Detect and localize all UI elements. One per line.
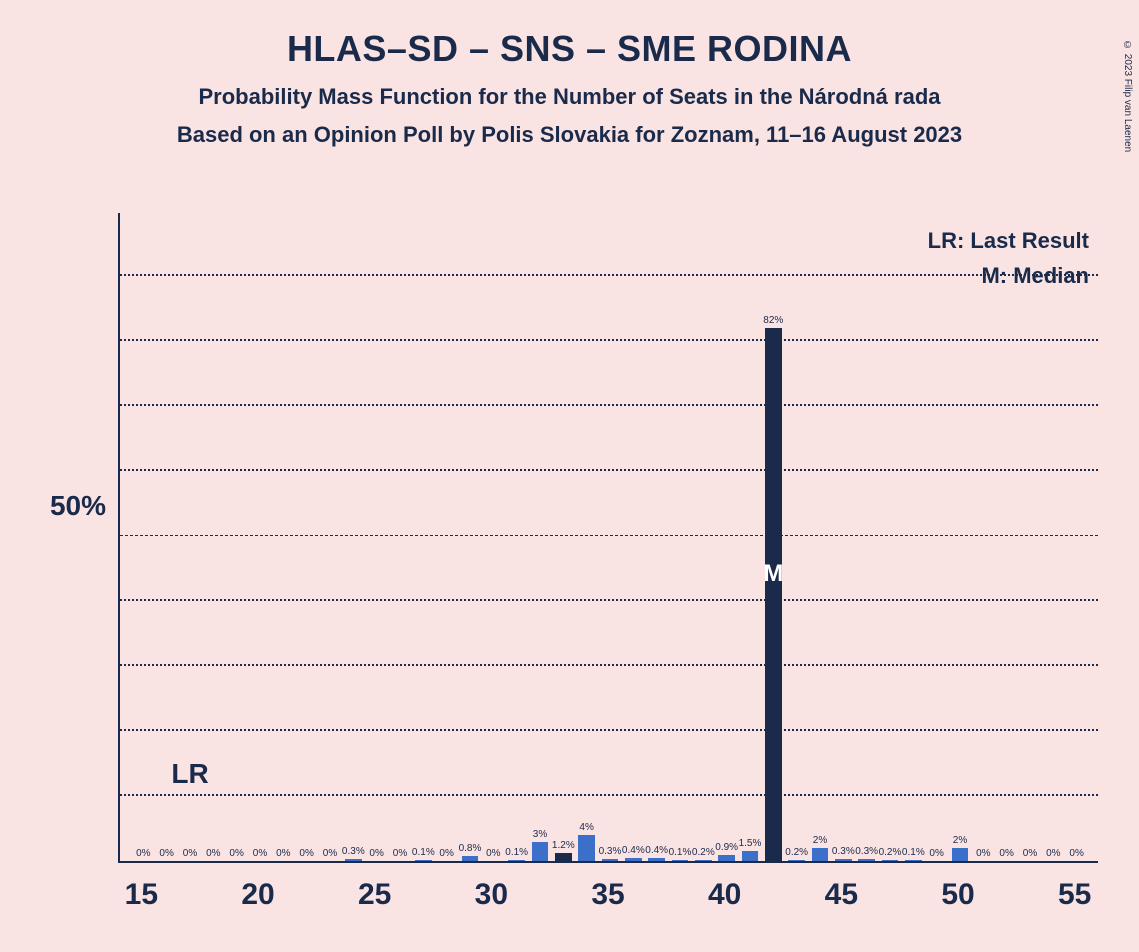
x-tick-label: 25: [358, 878, 391, 912]
x-axis-labels: 15 20 25 30 35 40 45 50 55: [118, 878, 1098, 918]
bar: 0.1%: [415, 860, 432, 861]
bar: 2%: [952, 848, 969, 861]
bar: 0.2%: [882, 860, 899, 861]
bar: 1.5%: [742, 851, 759, 861]
bar-value-label: 0.2%: [692, 847, 715, 858]
chart-title: HLAS–SD – SNS – SME RODINA: [0, 28, 1139, 70]
x-tick-label: 50: [941, 878, 974, 912]
y-axis-label: 50%: [50, 490, 106, 522]
bar: 1.2%: [555, 853, 572, 861]
bar-value-label: 2%: [813, 835, 827, 846]
x-tick-label: 20: [241, 878, 274, 912]
bar: 2%: [812, 848, 829, 861]
bar-value-label: 0.4%: [622, 845, 645, 856]
bar-value-label: 0.2%: [785, 847, 808, 858]
x-tick-label: 55: [1058, 878, 1091, 912]
bar: 0.3%: [602, 859, 619, 861]
bar-value-label: 0%: [299, 848, 313, 859]
bar-value-label: 0.8%: [459, 843, 482, 854]
x-tick-label: 45: [825, 878, 858, 912]
bar-value-label: 3%: [533, 829, 547, 840]
bar: 0.1%: [508, 860, 525, 861]
bar-value-label: 0.1%: [412, 847, 435, 858]
bar-value-label: 0%: [369, 848, 383, 859]
bar-value-label: 0.1%: [902, 847, 925, 858]
bar-value-label: 0.1%: [669, 847, 692, 858]
bar: 0.4%: [625, 858, 642, 861]
bar: 0.1%: [672, 860, 689, 861]
x-tick-label: 35: [591, 878, 624, 912]
bar: 82%: [765, 328, 782, 861]
median-marker: M: [763, 560, 783, 588]
bar-value-label: 0.3%: [599, 846, 622, 857]
bar: 4%: [578, 835, 595, 861]
x-tick-label: 40: [708, 878, 741, 912]
bar-value-label: 0.9%: [715, 842, 738, 853]
bar-value-label: 2%: [953, 835, 967, 846]
lr-marker: LR: [171, 758, 208, 790]
bar-value-label: 0.1%: [505, 847, 528, 858]
bar-value-label: 0.3%: [855, 846, 878, 857]
bar: 0.1%: [905, 860, 922, 861]
bar-value-label: 0%: [1069, 848, 1083, 859]
bar: 0.3%: [835, 859, 852, 861]
bar-value-label: 0%: [486, 848, 500, 859]
bar-value-label: 0.3%: [342, 846, 365, 857]
bar-value-label: 0%: [136, 848, 150, 859]
chart-subtitle-2: Based on an Opinion Poll by Polis Slovak…: [0, 122, 1139, 148]
x-tick-label: 15: [125, 878, 158, 912]
bar-value-label: 4%: [579, 822, 593, 833]
bar-value-label: 0%: [206, 848, 220, 859]
bar-value-label: 1.2%: [552, 840, 575, 851]
bar: 0.2%: [695, 860, 712, 861]
bar-value-label: 0%: [183, 848, 197, 859]
chart-subtitle-1: Probability Mass Function for the Number…: [0, 84, 1139, 110]
bar-value-label: 0%: [439, 848, 453, 859]
bar: 0.2%: [788, 860, 805, 861]
bar-value-label: 0.4%: [645, 845, 668, 856]
bar-value-label: 0%: [929, 848, 943, 859]
bar-value-label: 0%: [393, 848, 407, 859]
x-tick-label: 30: [475, 878, 508, 912]
copyright: © 2023 Filip van Laenen: [1122, 40, 1133, 152]
bar-value-label: 0%: [999, 848, 1013, 859]
bar-value-label: 0.2%: [879, 847, 902, 858]
bar: 3%: [532, 842, 549, 862]
bar-value-label: 1.5%: [739, 838, 762, 849]
bar: 0.3%: [858, 859, 875, 861]
bar: 0.4%: [648, 858, 665, 861]
bar-value-label: 0%: [1046, 848, 1060, 859]
bar-value-label: 0%: [159, 848, 173, 859]
bar-value-label: 0%: [1023, 848, 1037, 859]
bar: 0.3%: [345, 859, 362, 861]
bar: 0.8%: [462, 856, 479, 861]
bars-container: 0% 0% 0% 0% 0% 0% 0% 0% 0% 0.3% 0% 0% 0.1% 0% 0.8% 0% 0.…: [120, 213, 1098, 861]
bar-value-label: 0%: [253, 848, 267, 859]
bar-value-label: 82%: [763, 315, 783, 326]
bar-value-label: 0%: [323, 848, 337, 859]
bar: 0.9%: [718, 855, 735, 861]
bar-value-label: 0%: [976, 848, 990, 859]
bar-value-label: 0%: [276, 848, 290, 859]
chart-plot-area: 50% 0%0%0%0%0%0%0%0%0%0.3%0%0%0.1%0%0.8%…: [118, 213, 1098, 863]
bar-value-label: 0%: [229, 848, 243, 859]
bar-value-label: 0.3%: [832, 846, 855, 857]
